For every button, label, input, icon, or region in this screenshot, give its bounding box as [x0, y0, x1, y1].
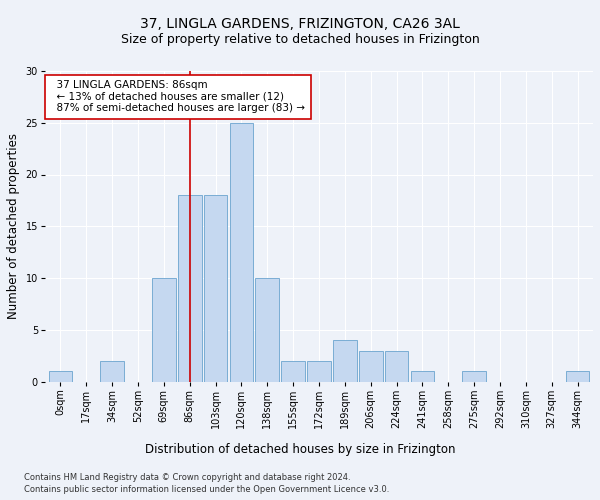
Text: Size of property relative to detached houses in Frizington: Size of property relative to detached ho…: [121, 32, 479, 46]
Bar: [385, 350, 409, 382]
Bar: [100, 361, 124, 382]
Bar: [49, 372, 73, 382]
Bar: [359, 350, 383, 382]
Y-axis label: Number of detached properties: Number of detached properties: [7, 134, 20, 320]
Bar: [230, 122, 253, 382]
Text: Distribution of detached houses by size in Frizington: Distribution of detached houses by size …: [145, 442, 455, 456]
Bar: [256, 278, 279, 382]
Text: Contains HM Land Registry data © Crown copyright and database right 2024.: Contains HM Land Registry data © Crown c…: [24, 472, 350, 482]
Bar: [307, 361, 331, 382]
Text: 37, LINGLA GARDENS, FRIZINGTON, CA26 3AL: 37, LINGLA GARDENS, FRIZINGTON, CA26 3AL: [140, 18, 460, 32]
Bar: [203, 195, 227, 382]
Bar: [178, 195, 202, 382]
Bar: [152, 278, 176, 382]
Text: Contains public sector information licensed under the Open Government Licence v3: Contains public sector information licen…: [24, 485, 389, 494]
Bar: [281, 361, 305, 382]
Bar: [462, 372, 486, 382]
Bar: [410, 372, 434, 382]
Bar: [333, 340, 357, 382]
Bar: [566, 372, 589, 382]
Text: 37 LINGLA GARDENS: 86sqm
  ← 13% of detached houses are smaller (12)
  87% of se: 37 LINGLA GARDENS: 86sqm ← 13% of detach…: [50, 80, 305, 114]
